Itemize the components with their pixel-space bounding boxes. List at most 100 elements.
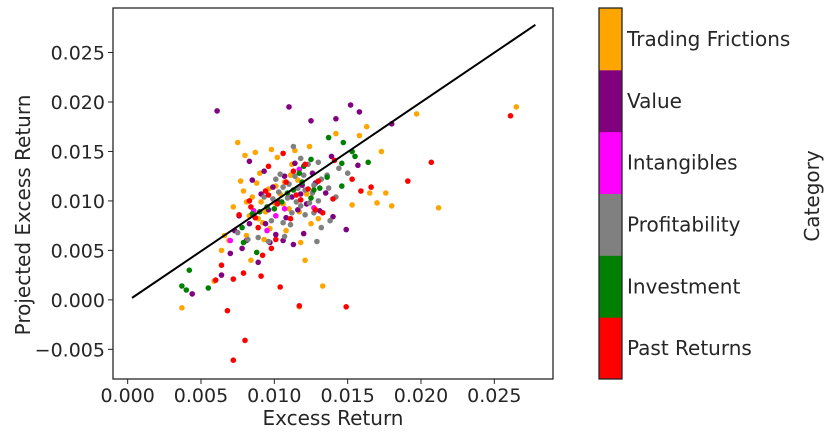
y-tick-label: 0.010 <box>51 191 105 213</box>
point-profitability-19 <box>280 219 286 226</box>
point-investment-1 <box>325 134 332 141</box>
x-tick-label: 0.005 <box>174 385 228 407</box>
y-tick-label: −0.005 <box>35 339 105 361</box>
point-past-returns-18 <box>259 252 266 259</box>
point-value-41 <box>289 194 295 200</box>
point-investment-6 <box>339 160 345 167</box>
point-value-21 <box>227 250 234 257</box>
point-past-returns-7 <box>343 304 350 310</box>
y-tick-label: 0.000 <box>51 290 105 312</box>
point-profitability-27 <box>234 229 241 236</box>
point-value-31 <box>218 272 225 278</box>
point-past-returns-10 <box>258 273 264 279</box>
point-value-33 <box>249 177 256 183</box>
point-trading-frictions-13 <box>242 152 248 159</box>
point-value-2 <box>356 109 363 115</box>
point-trading-frictions-26 <box>319 283 326 289</box>
point-investment-23 <box>308 195 314 201</box>
y-axis-ticks: −0.005 0.000 0.005 0.010 0.015 0.020 0.025 <box>35 43 113 361</box>
point-investment-15 <box>240 239 247 246</box>
point-profitability-1 <box>336 165 342 172</box>
point-profitability-2 <box>344 170 351 176</box>
point-trading-frictions-57 <box>253 180 260 186</box>
colorbar-label-past-returns: Past Returns <box>627 336 752 360</box>
point-past-returns-8 <box>296 303 303 309</box>
point-past-returns-15 <box>218 262 225 269</box>
point-investment-24 <box>317 185 323 191</box>
point-profitability-8 <box>280 184 286 190</box>
point-value-8 <box>281 173 288 179</box>
point-past-returns-25 <box>290 168 297 174</box>
point-investment-14 <box>239 224 245 231</box>
point-profitability-25 <box>255 234 261 241</box>
point-investment-22 <box>296 170 303 176</box>
point-investment-8 <box>311 187 317 193</box>
point-trading-frictions-12 <box>234 139 241 146</box>
point-value-30 <box>189 291 195 297</box>
point-past-returns-3 <box>368 184 374 190</box>
point-profitability-0 <box>290 143 297 150</box>
point-past-returns-5 <box>349 176 355 182</box>
point-trading-frictions-45 <box>308 220 314 227</box>
point-value-7 <box>246 158 253 165</box>
point-profitability-40 <box>287 221 294 228</box>
point-profitability-18 <box>289 210 295 216</box>
point-value-14 <box>262 220 269 227</box>
point-past-returns-16 <box>242 337 248 344</box>
point-profitability-9 <box>284 195 291 201</box>
point-past-returns-28 <box>265 163 272 170</box>
point-investment-25 <box>278 199 285 205</box>
x-tick-label: 0.010 <box>247 385 301 407</box>
point-investment-20 <box>179 283 185 289</box>
point-profitability-38 <box>293 199 300 205</box>
point-profitability-28 <box>281 233 288 240</box>
point-profitability-10 <box>275 189 282 195</box>
point-profitability-21 <box>318 224 325 231</box>
point-intangibles-2 <box>281 206 288 212</box>
point-intangibles-6 <box>264 227 270 234</box>
colorbar-segment-value <box>599 69 622 133</box>
colorbar-label-investment: Investment <box>627 274 740 298</box>
point-past-returns-40 <box>248 204 254 210</box>
data-points <box>179 102 520 364</box>
point-value-9 <box>270 184 276 190</box>
point-investment-18 <box>186 267 193 274</box>
reference-line-group <box>131 23 536 299</box>
point-profitability-24 <box>265 238 272 245</box>
point-investment-5 <box>365 159 372 166</box>
colorbar-segment-intangibles <box>599 131 622 194</box>
point-trading-frictions-35 <box>349 202 355 208</box>
point-trading-frictions-47 <box>261 236 267 243</box>
point-profitability-4 <box>311 182 317 188</box>
point-value-34 <box>292 160 298 167</box>
point-value-20 <box>239 245 245 252</box>
point-past-returns-36 <box>305 186 311 192</box>
colorbar-segment-trading-frictions <box>599 8 622 71</box>
point-investment-11 <box>271 206 278 212</box>
point-trading-frictions-33 <box>286 206 292 212</box>
point-trading-frictions-14 <box>268 146 275 153</box>
x-axis-title: Excess Return <box>263 406 404 430</box>
point-profitability-17 <box>297 203 304 209</box>
point-profitability-37 <box>277 171 284 177</box>
point-profitability-29 <box>325 185 332 191</box>
point-past-returns-22 <box>246 198 253 204</box>
point-investment-4 <box>340 139 347 146</box>
x-tick-label: 0.025 <box>467 385 521 407</box>
point-trading-frictions-16 <box>256 170 263 176</box>
point-profitability-39 <box>302 212 308 218</box>
point-trading-frictions-5 <box>374 200 380 206</box>
point-trading-frictions-4 <box>383 190 389 196</box>
y-axis-title: Projected Excess Return <box>11 95 35 336</box>
point-past-returns-14 <box>212 277 219 283</box>
y-tick-label: 0.005 <box>51 240 105 262</box>
point-trading-frictions-17 <box>237 178 244 184</box>
point-past-returns-12 <box>230 276 237 282</box>
point-past-returns-33 <box>287 215 294 222</box>
point-trading-frictions-10 <box>306 143 313 150</box>
point-profitability-34 <box>315 159 322 166</box>
point-profitability-16 <box>306 200 313 206</box>
point-profitability-33 <box>297 155 304 162</box>
colorbar-label-profitability: Profitability <box>627 212 741 236</box>
